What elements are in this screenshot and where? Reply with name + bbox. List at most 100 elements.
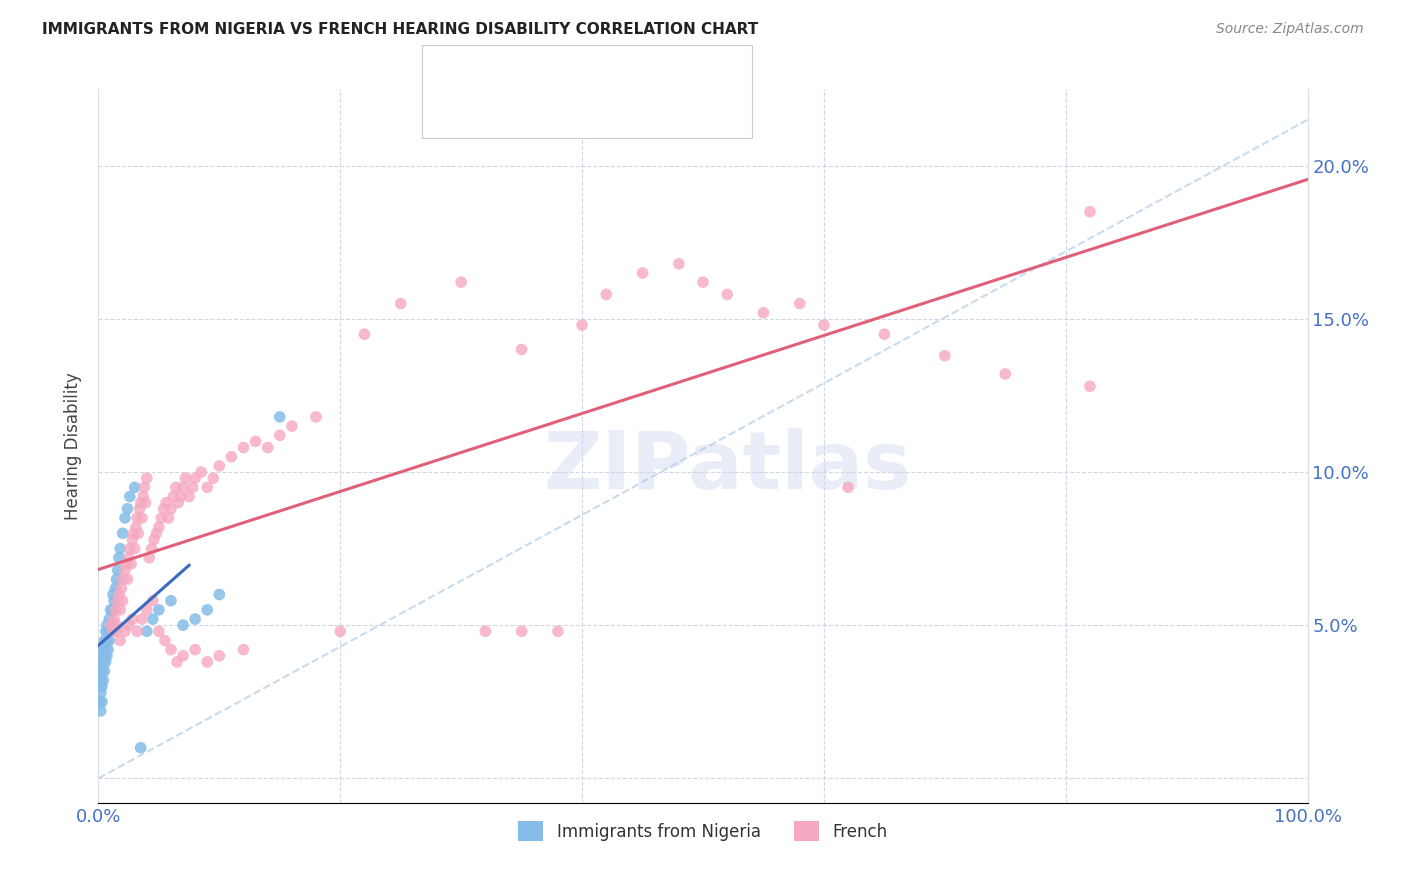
Point [104,603,127,617]
Point [692,275,714,289]
Point [91,664,114,678]
Point [195,603,218,617]
Point [117,501,139,516]
Point [117,572,139,586]
Point [167,496,190,510]
Point [107,563,129,577]
Point [152,501,174,516]
Point [329,624,352,639]
Point [221,450,243,464]
Point [142,593,165,607]
Point [111,526,134,541]
Point [195,480,218,494]
Point [101,588,124,602]
Point [994,367,1017,381]
Text: N =  101: N = 101 [605,101,679,119]
Point [142,612,165,626]
Text: R = 0.695: R = 0.695 [472,62,555,80]
Point [174,471,197,485]
Point [145,526,167,541]
Point [94,642,117,657]
Point [132,490,155,504]
Point [91,673,114,688]
Point [181,480,204,494]
Point [245,434,267,449]
Point [148,603,170,617]
Point [103,612,125,626]
Point [90,655,112,669]
Point [135,624,157,639]
Point [143,533,166,547]
Point [114,511,136,525]
Point [127,511,149,525]
Point [873,327,896,342]
Point [97,624,120,639]
Point [91,695,114,709]
Point [101,603,124,617]
Point [108,603,131,617]
Text: R = 0.477: R = 0.477 [472,101,555,119]
Point [124,541,146,556]
Point [91,642,114,657]
Point [789,296,811,310]
Point [98,612,121,626]
Point [127,624,149,639]
Point [111,593,134,607]
Point [124,480,146,494]
Point [131,612,153,626]
Point [172,618,194,632]
Point [752,306,775,320]
Point [269,428,291,442]
Point [91,655,114,669]
Point [160,501,183,516]
Point [110,582,132,596]
Point [474,624,496,639]
Point [138,550,160,565]
Point [121,533,143,547]
Point [631,266,654,280]
Point [135,603,157,617]
Point [91,648,114,663]
Point [105,572,128,586]
Point [100,624,122,639]
Point [195,655,218,669]
Point [1078,204,1101,219]
Point [93,664,115,678]
Point [108,550,131,565]
Point [148,624,170,639]
Point [120,557,142,571]
Point [179,490,201,504]
Point [934,349,956,363]
Point [129,740,152,755]
Point [389,296,412,310]
Point [91,680,114,694]
Point [134,480,156,494]
Point [450,275,472,289]
Point [94,655,117,669]
Point [837,480,859,494]
Point [208,648,231,663]
Point [202,471,225,485]
Point [131,511,153,525]
Point [128,501,150,516]
Point [668,257,690,271]
Point [157,511,180,525]
Point [103,593,125,607]
Point [108,541,131,556]
Point [90,704,112,718]
Point [547,624,569,639]
Point [353,327,375,342]
Point [90,685,112,699]
Point [595,287,617,301]
Text: N =  53: N = 53 [605,62,668,80]
Point [1078,379,1101,393]
Point [89,680,111,694]
Point [118,550,141,565]
Point [172,480,194,494]
Point [172,648,194,663]
Point [129,496,152,510]
Text: ZIPatlas: ZIPatlas [543,428,911,507]
Point [165,480,187,494]
Point [510,343,533,357]
Point [93,633,115,648]
